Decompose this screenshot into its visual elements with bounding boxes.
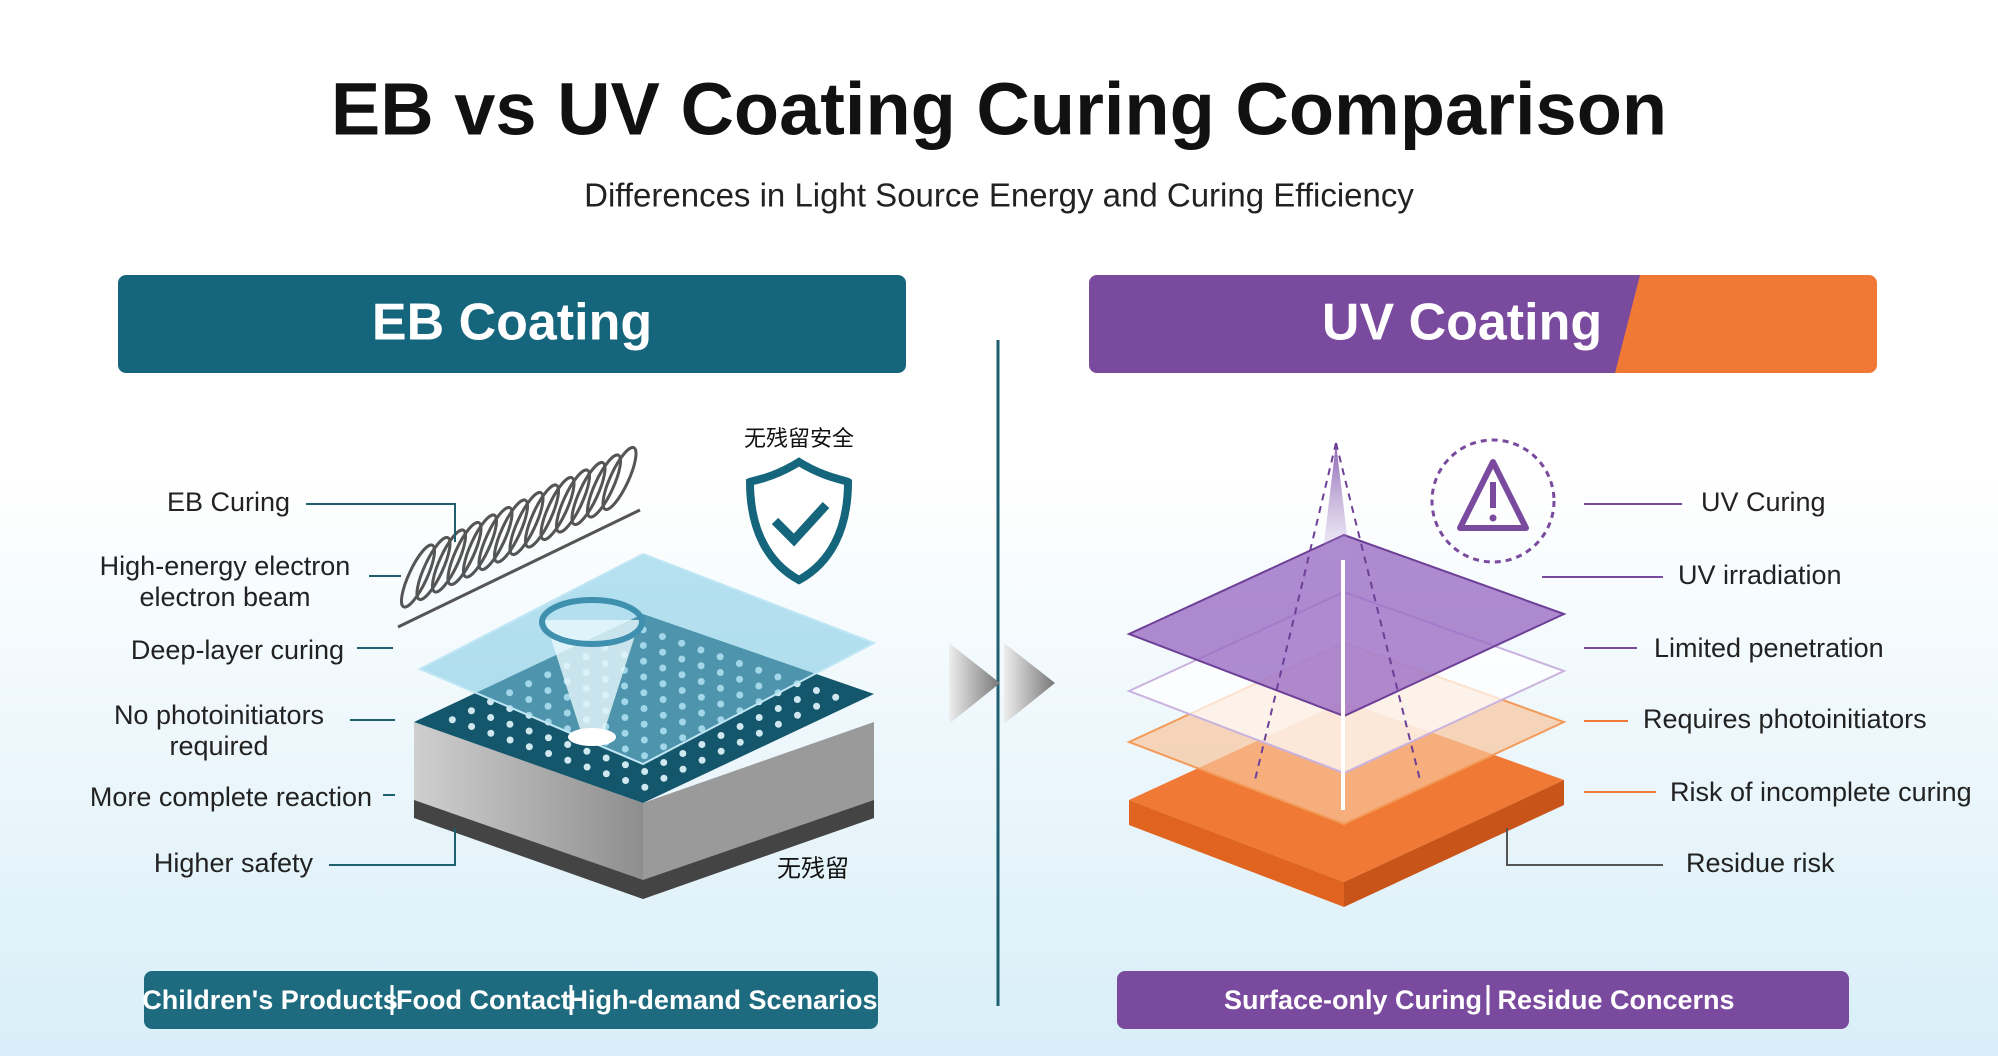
coil-turn: [554, 468, 592, 534]
label: Higher safety: [154, 848, 314, 878]
footer-item: Residue Concerns: [1497, 985, 1734, 1015]
subtitle: Differences in Light Source Energy and C…: [584, 177, 1414, 214]
label: UV Curing: [1701, 487, 1826, 517]
dot: [564, 756, 572, 764]
dot: [602, 754, 610, 762]
dot: [717, 747, 725, 755]
label: EB Curing: [167, 487, 290, 517]
dot: [641, 783, 649, 791]
coil-turn: [415, 535, 452, 602]
dot: [506, 736, 514, 744]
coil-turn: [430, 528, 468, 594]
dot: [545, 750, 553, 757]
coil-turn: [539, 475, 576, 542]
label: Risk of incomplete curing: [1670, 777, 1972, 807]
dot: [793, 696, 801, 703]
arrow: [1004, 643, 1055, 724]
dot: [448, 716, 456, 724]
left-title: EB Coating: [372, 294, 652, 352]
dot: [467, 707, 475, 715]
dot: [717, 732, 725, 739]
dot: [583, 747, 591, 755]
arrow: [949, 643, 1000, 724]
badge-label: 无残留安全: [744, 426, 854, 451]
dot: [468, 723, 476, 730]
label: Deep-layer curing: [131, 635, 344, 665]
dot: [755, 729, 763, 737]
eb-illustration: [397, 445, 877, 899]
title: EB vs UV Coating Curing Comparison: [331, 68, 1667, 151]
dot: [679, 765, 687, 773]
note: 无残留: [777, 855, 849, 882]
dot: [583, 763, 591, 771]
left-footer: [144, 971, 878, 1029]
label: required: [169, 731, 268, 761]
dot: [602, 770, 610, 778]
footer-item: Food Contact: [396, 985, 570, 1015]
coil-turn: [508, 490, 545, 557]
uv-illustration: [1126, 442, 1567, 907]
coil-turn: [492, 498, 530, 564]
dot: [622, 777, 630, 784]
dot: [812, 687, 820, 694]
left-header: [118, 275, 906, 373]
label: Residue risk: [1686, 848, 1835, 878]
coil-turn: [461, 513, 499, 579]
dot: [660, 774, 668, 782]
label: High-energy electron: [100, 551, 351, 581]
warning-icon: [1430, 438, 1556, 564]
dot: [698, 756, 706, 764]
leader-line: [329, 828, 456, 866]
coil-turn: [399, 543, 437, 609]
right-title: UV Coating: [1322, 294, 1602, 352]
shield-icon: [745, 457, 853, 585]
label: More complete reaction: [90, 782, 372, 812]
dot: [564, 741, 572, 748]
dot: [794, 711, 801, 719]
dot: [774, 705, 782, 712]
coil-turn: [523, 483, 561, 549]
dot: [621, 761, 629, 769]
label: Limited penetration: [1654, 633, 1884, 663]
dot: [641, 768, 649, 775]
dot: [698, 741, 706, 748]
dot: [487, 714, 495, 721]
dot: [813, 702, 821, 710]
label: electron beam: [139, 582, 310, 612]
dot: [525, 727, 533, 735]
dot: [736, 723, 744, 730]
dot: [679, 750, 687, 757]
dot: [525, 743, 533, 751]
coil-turn: [570, 460, 607, 527]
dot: [487, 729, 495, 737]
leader-line: [1506, 828, 1663, 866]
right-header-purple: [1089, 275, 1640, 373]
dot: [506, 720, 514, 728]
coil-turn: [446, 520, 483, 587]
dot: [755, 714, 763, 721]
dot: [774, 720, 782, 728]
dot: [736, 738, 744, 746]
footer-item: Children's Products: [142, 985, 397, 1015]
dot: [832, 693, 840, 701]
dot: [660, 759, 668, 766]
coil-turn: [477, 505, 514, 572]
label: Requires photoinitiators: [1643, 704, 1927, 734]
footer-item: High-demand Scenarios: [568, 985, 877, 1015]
coil-turn: [601, 445, 638, 512]
footer-item: Surface-only Curing: [1224, 985, 1482, 1015]
label: UV irradiation: [1678, 560, 1842, 590]
dot: [544, 734, 552, 742]
label: No photoinitiators: [114, 700, 324, 730]
coil-turn: [585, 453, 623, 519]
right-footer: [1117, 971, 1849, 1029]
leader-line: [306, 503, 456, 542]
